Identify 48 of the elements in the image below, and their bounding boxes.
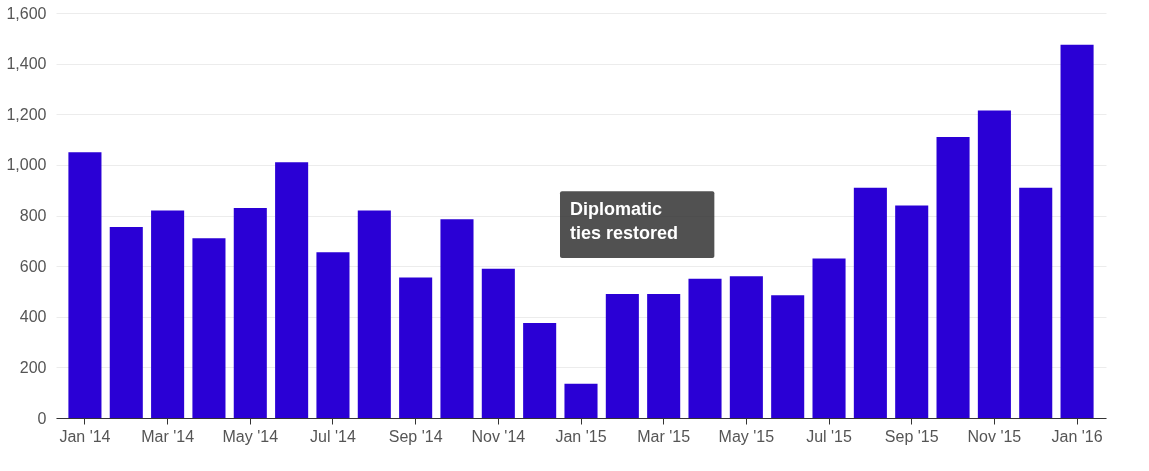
- x-tick-label: Sep '15: [884, 427, 939, 445]
- bar: [729, 276, 763, 418]
- x-tick-label: Mar '15: [637, 427, 691, 445]
- bar: [440, 219, 474, 418]
- bar: [357, 210, 391, 418]
- bar: [688, 278, 722, 418]
- bar: [275, 162, 309, 418]
- y-tick-label: 1,000: [6, 156, 47, 174]
- y-tick-label: 0: [37, 409, 47, 427]
- annotation: Diplomatic ties restored: [570, 199, 679, 244]
- bar: [481, 268, 515, 418]
- bar: [936, 137, 970, 418]
- bar: [1060, 44, 1094, 418]
- bar: [1019, 187, 1053, 418]
- y-tick-label: 1,400: [6, 55, 47, 73]
- bar: [192, 238, 226, 418]
- bar: [399, 277, 433, 418]
- x-tick-label: Jan '16: [1051, 427, 1103, 445]
- y-tick-label: 600: [19, 257, 47, 275]
- bar: [771, 295, 805, 418]
- y-tick-label: 1,600: [6, 4, 47, 22]
- x-tick-label: Mar '14: [141, 427, 195, 445]
- bar: [523, 323, 557, 418]
- x-tick-label: Nov '14: [471, 427, 526, 445]
- x-tick-label: May '14: [222, 427, 279, 445]
- bar: [853, 187, 887, 418]
- x-tick-label: Jul '14: [310, 427, 356, 445]
- bar: [109, 226, 143, 418]
- bar: [151, 210, 185, 418]
- bar: [233, 207, 267, 418]
- bar: [68, 152, 102, 418]
- bar: [647, 293, 681, 418]
- y-tick-label: 800: [19, 207, 47, 224]
- y-tick-label: 400: [19, 308, 47, 326]
- x-tick-label: Nov '15: [967, 427, 1022, 445]
- bar: [564, 383, 598, 418]
- bar: [812, 258, 846, 418]
- bar: [316, 252, 350, 418]
- x-tick-label: Jan '15: [555, 427, 607, 445]
- bar: [895, 205, 929, 418]
- y-tick-label: 200: [19, 358, 47, 376]
- x-tick-label: Jan '14: [59, 427, 111, 445]
- x-tick-label: May '15: [718, 427, 775, 445]
- y-tick-label: 1,200: [6, 105, 47, 123]
- bar: [977, 110, 1011, 418]
- bar: [605, 293, 639, 418]
- x-tick-label: Jul '15: [806, 427, 853, 445]
- x-tick-label: Sep '14: [388, 427, 443, 445]
